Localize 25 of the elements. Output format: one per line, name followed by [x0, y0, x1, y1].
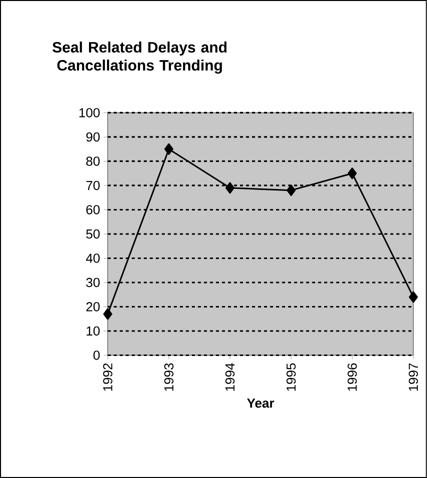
y-tick-label: 70: [86, 180, 100, 190]
y-tick-label: 0: [93, 350, 100, 360]
y-tick-label: 30: [86, 278, 100, 288]
y-tick-label: 50: [86, 229, 100, 239]
x-tick-label: 1995: [286, 363, 296, 391]
x-axis-title: Year: [247, 398, 274, 408]
y-tick-label: 100: [79, 108, 100, 118]
y-tick-label: 90: [86, 132, 100, 142]
y-tick-label: 60: [86, 205, 100, 214]
point: [286, 184, 296, 196]
point: [348, 168, 357, 180]
x-tick-label: 1996: [348, 363, 357, 391]
x-tick-label: 1992: [103, 363, 112, 391]
point: [164, 143, 174, 155]
chart-title: Seal Related Delays and Cancellations Trending: [52, 42, 227, 74]
point: [408, 291, 418, 303]
y-tick-label: 10: [86, 326, 100, 336]
y-tick-label: 40: [86, 254, 100, 263]
x-tick-label: 1994: [225, 363, 235, 391]
y-tick-label: 20: [86, 302, 100, 312]
y-tick-label: 80: [86, 156, 100, 166]
x-tick-label: 1993: [164, 363, 174, 391]
point: [103, 308, 112, 320]
x-tick-label: 1997: [408, 363, 418, 391]
point: [226, 182, 235, 194]
